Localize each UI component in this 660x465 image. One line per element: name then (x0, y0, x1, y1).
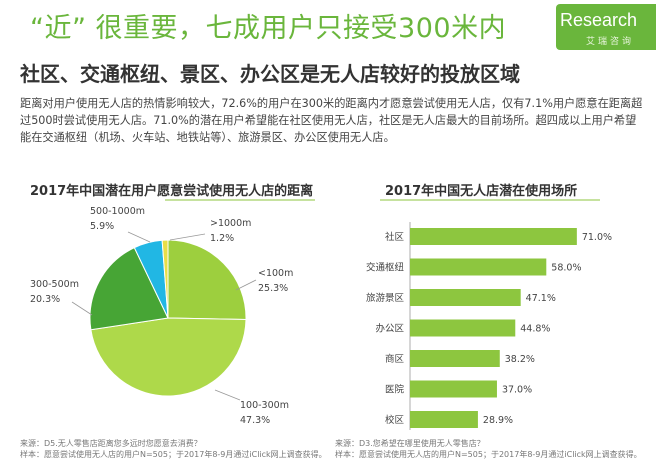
pie-chart-title: 2017年中国潜在用户愿意尝试使用无人店的距离 (30, 184, 314, 199)
bar (410, 228, 577, 245)
pie-leader-line (169, 233, 206, 241)
bar (410, 380, 497, 398)
pie-value-label: 25.3% (258, 283, 288, 294)
pie-slice-label: 500-1000m (90, 206, 145, 217)
headline: “近” 很重要，七成用户只接受300米内 (30, 13, 507, 44)
bar-note-sample: 样本：愿意尝试使用无人店的用户N=505；于2017年8-9月通过iClick网… (335, 450, 642, 459)
pie-value-label: 20.3% (30, 294, 60, 305)
pie-value-label: 5.9% (90, 221, 114, 232)
pie-slice (167, 239, 247, 320)
bar-value-label: 47.1% (526, 293, 556, 304)
pie-leader-line (127, 231, 151, 243)
pie-leader-line (71, 301, 93, 316)
pie-leader-line (214, 389, 241, 401)
pie-slice (90, 317, 247, 397)
bar-chart-note: 来源：D3.您希望在哪里使用无人零售店？ 样本：愿意尝试使用无人店的用户N=50… (335, 438, 642, 460)
pie-chart: <100m 25.3% 100-300m 47.3% 300-500m 20.3% 500-… (30, 206, 293, 426)
bar-chart-title: 2017年中国无人店潜在使用场所 (385, 184, 578, 199)
pie-chart-note: 来源：D5.无人零售店距离您多远时您愿意去消费？ 样本：愿意尝试使用无人店的用户… (20, 438, 327, 460)
bar (410, 289, 521, 306)
pie-value-label: 1.2% (210, 233, 234, 244)
pie-slice (89, 246, 169, 331)
bar-value-label: 58.0% (551, 263, 581, 274)
pie-value-label: 47.3% (240, 415, 270, 426)
bar-category-label: 校区 (385, 414, 405, 426)
bar (410, 411, 478, 428)
bar-value-label: 71.0% (582, 232, 612, 243)
bar-value-label: 28.9% (483, 415, 513, 426)
bar-chart: 社区 71.0% 交通枢纽 58.0% 旅游景区 47.1% 办公区 44.8% 商区 38.2%… (366, 222, 612, 430)
pie-slice-label: 100-300m (240, 400, 289, 411)
iresearch-logo: Research 艾瑞咨询 (556, 4, 656, 50)
bar-value-label: 44.8% (520, 324, 550, 335)
description: 距离对用户使用无人店的热情影响较大，72.6%的用户在300米的距离内才愿意尝试… (20, 97, 643, 144)
bar (410, 350, 500, 367)
bar-value-label: 38.2% (505, 354, 535, 365)
bar-category-label: 旅游景区 (366, 292, 405, 304)
bar-category-label: 交通枢纽 (366, 262, 405, 274)
bar (410, 319, 516, 337)
pie-slice-label: >1000m (210, 218, 251, 229)
pie-slice (161, 239, 169, 319)
pie-note-sample: 样本：愿意尝试使用无人店的用户N=505；于2017年8-9月通过iClick网… (20, 450, 327, 459)
logo-text: Research (560, 10, 638, 30)
pie-slice-label: <100m (258, 268, 293, 279)
bar-category-label: 办公区 (375, 323, 404, 335)
bar-category-label: 医院 (385, 384, 405, 396)
bar-category-label: 商区 (385, 353, 405, 365)
pie-note-source: 来源：D5.无人零售店距离您多远时您愿意去消费？ (20, 439, 202, 448)
pie-leader-line (235, 279, 257, 291)
subtitle: 社区、交通枢纽、景区、办公区是无人店较好的投放区域 (20, 62, 520, 86)
bar-value-label: 37.0% (502, 385, 532, 396)
bar-category-label: 社区 (385, 231, 405, 243)
pie-slice-label: 300-500m (30, 279, 79, 290)
logo-subtext: 艾瑞咨询 (586, 37, 635, 47)
bar (410, 258, 547, 276)
bar-note-source: 来源：D3.您希望在哪里使用无人零售店？ (335, 439, 485, 448)
